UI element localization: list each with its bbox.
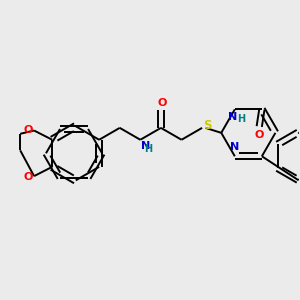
Text: O: O bbox=[255, 130, 264, 140]
Text: H: H bbox=[144, 144, 152, 154]
Text: H: H bbox=[237, 114, 245, 124]
Text: N: N bbox=[230, 142, 239, 152]
Text: O: O bbox=[23, 125, 32, 135]
Text: O: O bbox=[23, 172, 32, 182]
Text: N: N bbox=[141, 141, 150, 152]
Text: N: N bbox=[227, 112, 237, 122]
Text: S: S bbox=[203, 119, 211, 132]
Text: O: O bbox=[157, 98, 167, 108]
